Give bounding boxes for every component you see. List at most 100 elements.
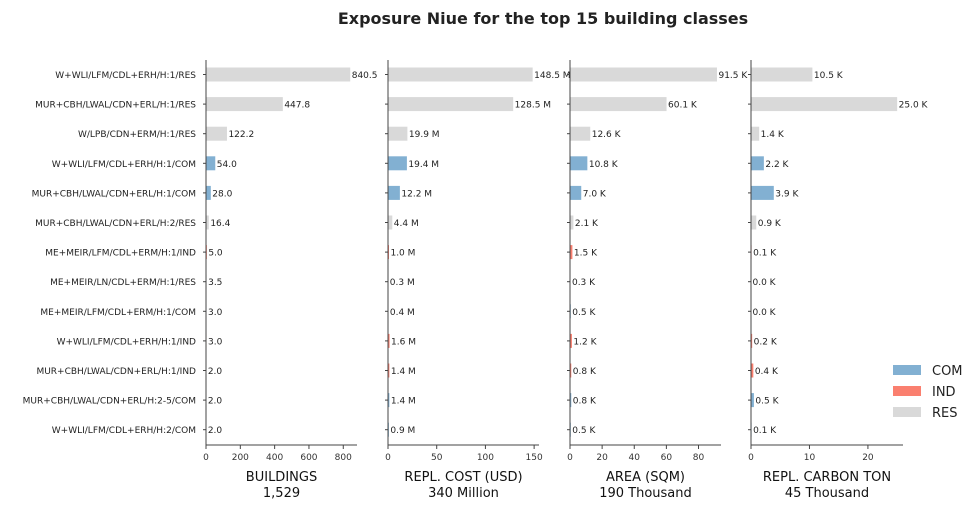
bar [206, 126, 227, 141]
panel-total: 190 Thousand [599, 486, 692, 501]
legend: COM IND RES [893, 364, 963, 421]
category-labels: W+WLI/LFM/CDL+ERH/H:1/RES MUR+CBH/LWAL/CD… [23, 71, 197, 436]
data-label: 0.5 K [572, 308, 596, 318]
panel: 10.5 K 25.0 K 1.4 K 2.2 K 3.9 K 0.9 K 0.1 K 0.0… [748, 60, 929, 501]
data-label: 28.0 [212, 189, 232, 199]
data-label: 10.5 K [814, 71, 844, 81]
bar [751, 156, 764, 171]
panel: 840.5 447.8 122.2 54.0 28.0 16.4 5.0 3.5 3.0 3.0 2… [203, 60, 377, 501]
x-axis-label: BUILDINGS [246, 470, 317, 485]
data-label: 91.5 K [718, 71, 748, 81]
x-tick-label: 20 [596, 453, 608, 463]
bar [388, 333, 390, 348]
panel-total: 340 Million [428, 486, 499, 501]
panel: 148.5 M 128.5 M 19.9 M 19.4 M 12.2 M 4.4 M 1.0… [385, 60, 571, 501]
data-label: 0.9 K [758, 219, 782, 229]
bar [570, 245, 573, 260]
data-label: 2.1 K [575, 219, 599, 229]
bar [388, 67, 533, 82]
x-axis-label: REPL. CARBON TON [763, 470, 891, 485]
x-tick-label: 800 [335, 453, 352, 463]
data-label: 1.4 M [391, 367, 416, 377]
data-label: 0.0 K [753, 308, 777, 318]
legend-entry: COM [932, 364, 963, 379]
category-label: MUR+CBH/LWAL/CDN+ERL/H:1/COM [32, 189, 196, 199]
bar [751, 185, 774, 200]
data-label: 12.2 M [401, 189, 432, 199]
x-tick-label: 0 [385, 453, 391, 463]
bar [388, 393, 390, 408]
data-label: 16.4 [210, 219, 230, 229]
bar [206, 215, 209, 230]
data-label: 1.2 K [573, 337, 597, 347]
category-label: W/LPB/CDN+ERM/H:1/RES [78, 130, 196, 140]
data-label: 3.5 [208, 278, 222, 288]
data-label: 7.0 K [583, 189, 607, 199]
data-label: 54.0 [217, 160, 237, 170]
data-label: 19.4 M [408, 160, 439, 170]
x-tick-label: 0 [748, 453, 754, 463]
x-tick-label: 10 [804, 453, 816, 463]
bar [751, 126, 760, 141]
category-label: MUR+CBH/LWAL/CDN+ERL/H:2/RES [35, 219, 196, 229]
x-tick-label: 80 [693, 453, 705, 463]
category-label: MUR+CBH/LWAL/CDN+ERL/H:1/IND [36, 367, 196, 377]
data-label: 12.6 K [592, 130, 622, 140]
bar [570, 393, 572, 408]
legend-entry: RES [932, 406, 958, 421]
bar [388, 185, 400, 200]
bar [206, 185, 211, 200]
bar [751, 97, 898, 112]
panel: 91.5 K 60.1 K 12.6 K 10.8 K 7.0 K 2.1 K 1.5 K 0… [567, 60, 748, 501]
bar [388, 97, 514, 112]
bar [388, 156, 407, 171]
data-label: 1.5 K [574, 249, 598, 259]
data-label: 447.8 [284, 101, 310, 111]
bar [751, 215, 757, 230]
data-label: 2.0 [208, 397, 223, 407]
data-label: 128.5 M [515, 101, 551, 111]
bar [570, 185, 582, 200]
category-label: ME+MEIR/LFM/CDL+ERM/H:1/IND [45, 249, 196, 259]
data-label: 0.2 K [754, 337, 778, 347]
bar [570, 215, 574, 230]
category-label: ME+MEIR/LN/CDL+ERM/H:1/RES [50, 278, 196, 288]
data-label: 0.3 K [572, 278, 596, 288]
bar [570, 333, 572, 348]
data-label: 1.4 M [391, 397, 416, 407]
x-tick-label: 50 [431, 453, 443, 463]
bar [206, 156, 216, 171]
data-label: 0.1 K [753, 426, 777, 436]
data-label: 0.0 K [753, 278, 777, 288]
data-label: 10.8 K [589, 160, 619, 170]
chart-title: Exposure Niue for the top 15 building cl… [338, 9, 748, 28]
data-label: 148.5 M [534, 71, 570, 81]
data-label: 840.5 [352, 71, 378, 81]
bar [388, 215, 393, 230]
data-label: 1.6 M [391, 337, 416, 347]
data-label: 0.8 K [573, 367, 597, 377]
x-tick-label: 0 [203, 453, 209, 463]
panel-total: 1,529 [263, 486, 300, 501]
bar [206, 67, 351, 82]
bar [388, 363, 390, 378]
legend-swatch [893, 386, 921, 396]
x-tick-label: 20 [862, 453, 874, 463]
x-tick-label: 40 [629, 453, 641, 463]
bar [570, 126, 591, 141]
legend-swatch [893, 365, 921, 375]
bar [751, 363, 754, 378]
data-label: 3.0 [208, 308, 223, 318]
category-label: W+WLI/LFM/CDL+ERH/H:2/COM [52, 426, 196, 436]
category-label: MUR+CBH/LWAL/CDN+ERL/H:1/RES [35, 101, 196, 111]
bar [570, 156, 588, 171]
bar [570, 363, 572, 378]
data-label: 2.2 K [765, 160, 789, 170]
data-label: 3.0 [208, 337, 223, 347]
data-label: 2.0 [208, 426, 223, 436]
data-label: 1.4 K [761, 130, 785, 140]
data-label: 25.0 K [899, 101, 929, 111]
x-tick-label: 600 [300, 453, 317, 463]
x-tick-label: 0 [567, 453, 573, 463]
